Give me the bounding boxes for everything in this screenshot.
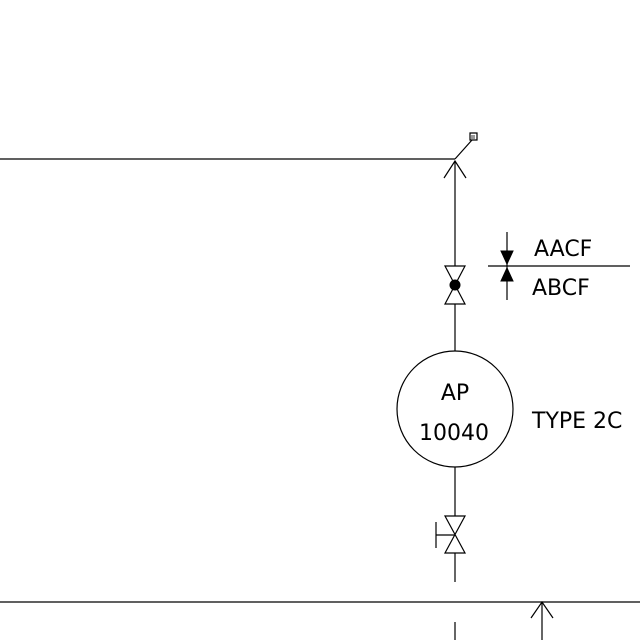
instrument-tag-number: 10040 bbox=[419, 421, 489, 446]
instrument-type-note: TYPE 2C bbox=[531, 409, 622, 434]
test-point-label-upper: AACF bbox=[534, 237, 592, 262]
triangle-up-icon bbox=[501, 268, 513, 281]
hand-valve-icon bbox=[436, 516, 465, 553]
test-point-label-lower: ABCF bbox=[532, 276, 590, 301]
test-point-symbol bbox=[488, 232, 630, 300]
slope-indicator-line bbox=[455, 140, 472, 159]
valve-ball-icon bbox=[450, 280, 460, 290]
instrument-tag-letters: AP bbox=[441, 381, 469, 406]
gate-valve-icon bbox=[445, 266, 465, 304]
triangle-down-icon bbox=[501, 251, 513, 264]
end-cap-icon bbox=[470, 133, 477, 140]
instrument-bubble bbox=[397, 351, 513, 467]
